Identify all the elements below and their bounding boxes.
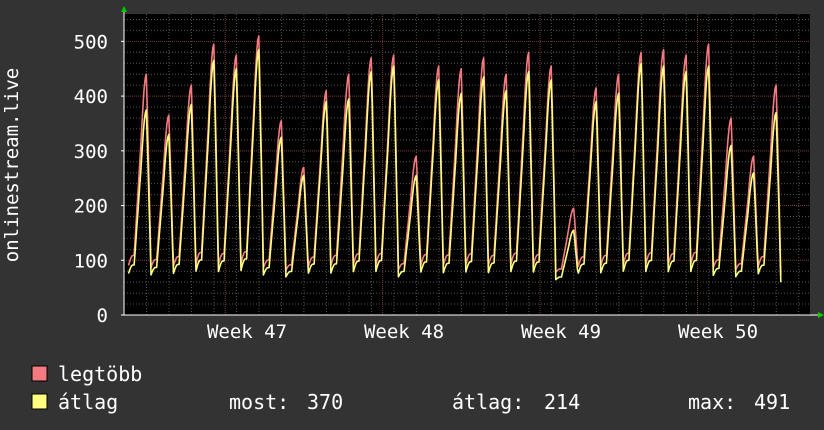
legend-swatch-atlag xyxy=(31,393,48,410)
y-tick-label: 500 xyxy=(74,31,108,53)
y-tick-label: 300 xyxy=(74,141,108,163)
stat-atlag-value: 214 xyxy=(544,390,580,414)
x-tick-label: Week 49 xyxy=(521,321,601,343)
series-line-atlag xyxy=(127,48,782,283)
y-axis-label: onlinestream.live xyxy=(1,68,23,262)
x-tick-label: Week 50 xyxy=(678,321,758,343)
stat-max-label: max: xyxy=(688,390,736,414)
legend: legtöbb átlag most: 370 átlag: 214 max: … xyxy=(31,362,790,414)
legend-label-atlag: átlag xyxy=(58,390,118,414)
y-tick-label: 200 xyxy=(74,196,108,218)
stat-most-label: most: xyxy=(229,390,289,414)
y-tick-label: 0 xyxy=(97,305,108,327)
legend-swatch-legtobb xyxy=(31,365,48,382)
y-tick-label: 100 xyxy=(74,250,108,272)
x-axis-arrow-icon xyxy=(818,312,824,318)
axes: 0 100 200 300 400 500 Week 47 Week 48 Week 49 Wee… xyxy=(74,6,824,343)
stat-max-value: 491 xyxy=(754,390,790,414)
y-axis-arrow-icon xyxy=(121,6,127,12)
x-tick-label: Week 47 xyxy=(207,321,287,343)
y-tick-label: 400 xyxy=(74,86,108,108)
series-lines xyxy=(127,35,782,283)
stat-most-value: 370 xyxy=(307,390,343,414)
x-tick-label: Week 48 xyxy=(364,321,444,343)
stat-atlag-label: átlag: xyxy=(452,390,524,414)
legend-label-legtobb: legtöbb xyxy=(58,362,142,386)
